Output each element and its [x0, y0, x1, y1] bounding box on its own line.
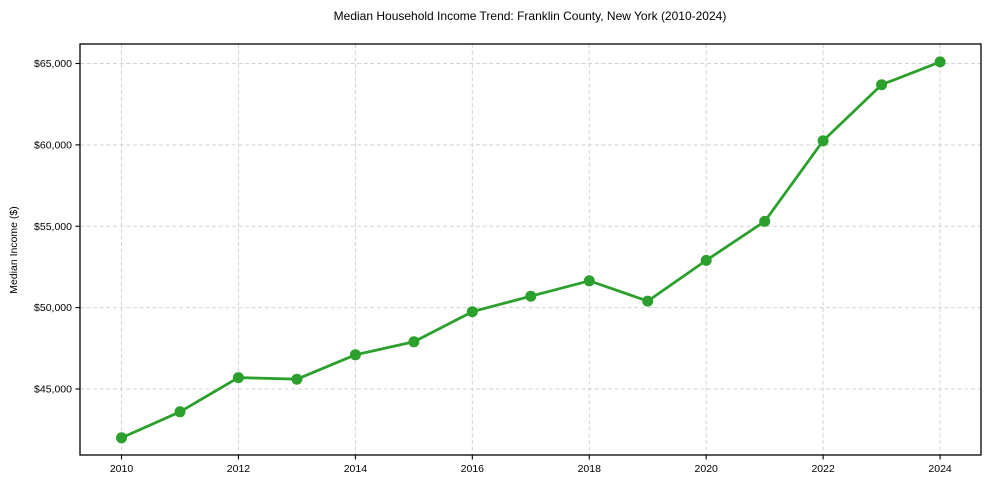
- x-tick-label: 2018: [578, 463, 602, 475]
- data-point-2011: [174, 406, 186, 418]
- plot-border: [79, 43, 982, 456]
- data-point-2014: [349, 349, 361, 361]
- data-point-2023: [876, 79, 888, 91]
- x-tick-label: 2016: [461, 463, 485, 475]
- y-tick-label: $65,000: [34, 58, 72, 70]
- chart-title: Median Household Income Trend: Franklin …: [334, 9, 727, 23]
- data-point-2013: [291, 373, 303, 385]
- data-point-2019: [642, 295, 654, 307]
- data-point-2016: [466, 306, 478, 318]
- data-point-2022: [817, 135, 829, 147]
- data-point-2017: [525, 290, 537, 302]
- data-point-2024: [934, 56, 946, 68]
- x-tick-label: 2020: [695, 463, 719, 475]
- y-tick-label: $45,000: [34, 384, 72, 396]
- data-point-2021: [759, 215, 771, 227]
- x-tick-label: 2012: [227, 463, 251, 475]
- x-tick-label: 2024: [928, 463, 952, 475]
- trend-line: [120, 60, 942, 440]
- data-point-2018: [583, 275, 595, 287]
- data-point-2020: [700, 254, 712, 266]
- data-point-2015: [408, 336, 420, 348]
- x-tick-label: 2014: [344, 463, 368, 475]
- data-point-2010: [116, 432, 127, 444]
- y-tick-label: $50,000: [34, 302, 72, 314]
- x-tick-label: 2010: [110, 463, 134, 475]
- x-tick-label: 2022: [811, 463, 835, 475]
- y-tick-label: $60,000: [34, 139, 72, 151]
- plot-area: $45,000 $50,000 $55,000 $60,000 $65,000 2010 2…: [34, 43, 982, 475]
- y-axis-label: Median Income ($): [8, 206, 20, 294]
- data-point-2012: [232, 372, 244, 384]
- y-tick-label: $55,000: [34, 221, 72, 233]
